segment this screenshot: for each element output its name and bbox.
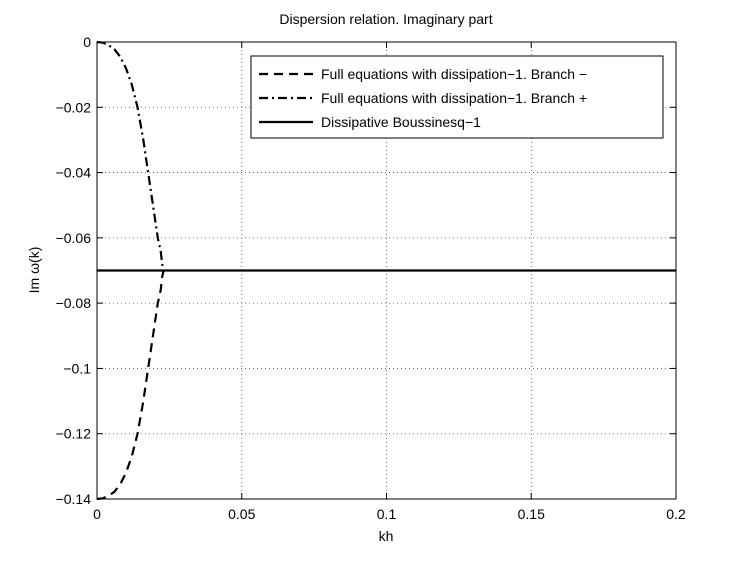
x-tick-label: 0.1 [377,506,397,522]
y-tick-label: −0.04 [56,165,92,181]
legend-label-1: Full equations with dissipation−1. Branc… [321,66,587,82]
data-series [96,40,676,501]
y-tick-label: −0.12 [56,426,92,442]
y-tick-label: −0.14 [56,491,92,507]
y-tick-label: −0.08 [56,295,92,311]
chart-title: Dispersion relation. Imaginary part [279,11,492,27]
y-tick-label: 0 [83,34,91,50]
x-tick-label: 0.05 [228,506,255,522]
legend-box [250,55,664,139]
y-tick-label: −0.02 [56,99,92,115]
axis-ticks: 0 0.05 0.1 0.15 0.2 0 −0.02 −0.04 −0.06 −0.08 −0.1… [56,34,686,522]
x-axis-label: kh [379,528,394,544]
legend-label-3: Dissipative Boussinesq−1 [321,114,481,130]
x-tick-label: 0.2 [666,506,686,522]
x-tick-label: 0.15 [518,506,545,522]
legend-label-2: Full equations with dissipation−1. Branc… [321,90,587,106]
series-line-1 [96,270,165,501]
y-tick-label: −0.1 [63,360,91,376]
y-tick-label: −0.06 [56,230,92,246]
y-axis-label: Im ω(k) [26,247,42,294]
x-tick-label: 0 [93,506,101,522]
legend: Full equations with dissipation−1. Branc… [250,55,664,139]
series-line-2 [96,40,165,271]
